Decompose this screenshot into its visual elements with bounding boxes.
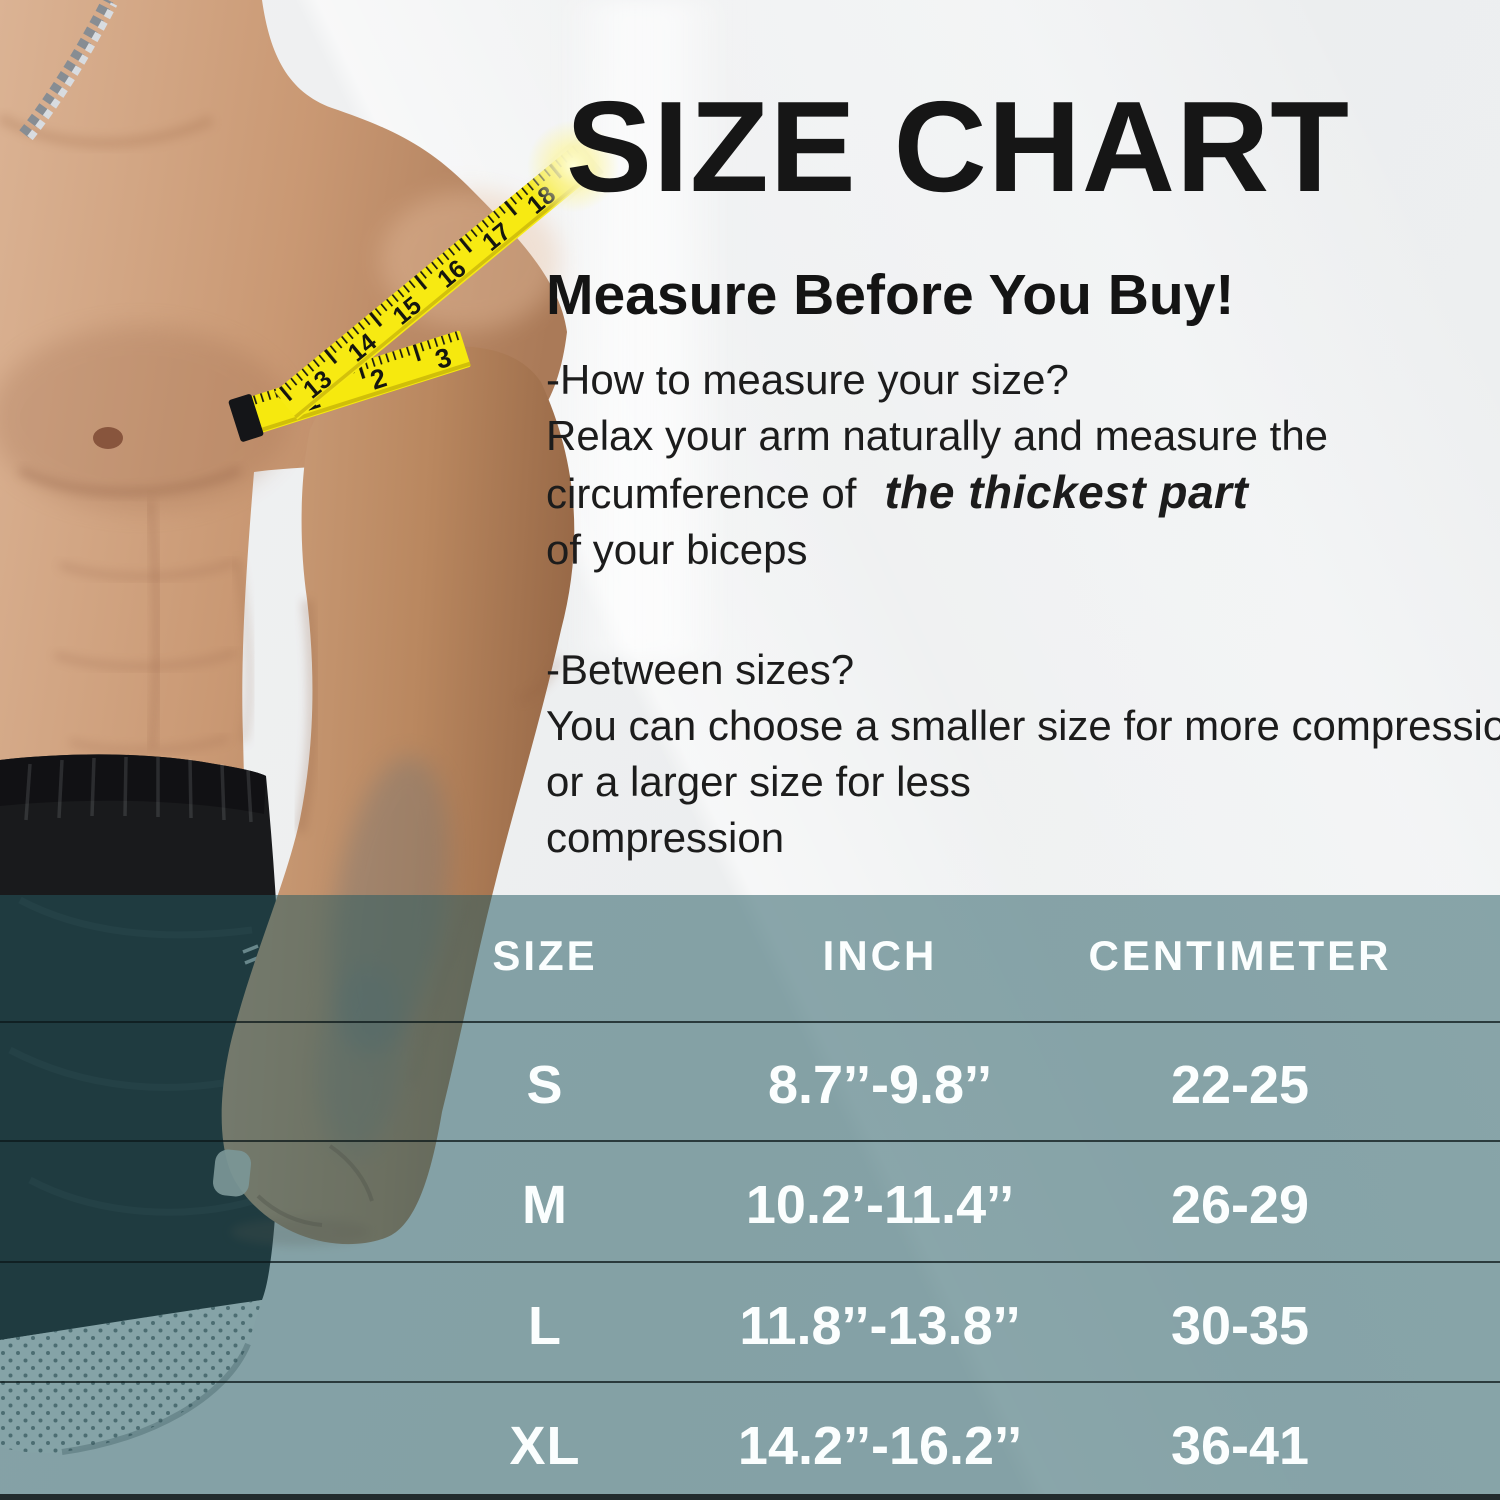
column-header-size: SIZE: [492, 932, 598, 979]
table-divider: [0, 1261, 1500, 1263]
between-line3: compression: [546, 814, 785, 861]
inch-value: 8.7’’-9.8’’: [767, 1055, 993, 1115]
how-line2-prefix: circumference of: [546, 470, 857, 517]
tape-end-clip: [228, 394, 264, 442]
model-torso: [0, 0, 567, 905]
background-light-streak: [556, 0, 731, 660]
size-label: M: [522, 1175, 568, 1235]
how-question: -How to measure your size?: [546, 356, 1069, 403]
inch-value: 14.2’’-16.2’’: [737, 1416, 1023, 1476]
table-row-m: M 10.2’-11.4’’ 26-29: [0, 1148, 1500, 1262]
how-to-measure-paragraph: -How to measure your size? Relax your ar…: [546, 352, 1500, 578]
table-row-l: L 11.8’’-13.8’’ 30-35: [0, 1270, 1500, 1382]
table-divider: [0, 1021, 1500, 1023]
how-line1: Relax your arm naturally and measure the: [546, 412, 1329, 459]
how-line3: of your biceps: [546, 526, 808, 573]
table-divider: [0, 1381, 1500, 1383]
between-line1: You can choose a smaller size for more c…: [546, 702, 1500, 749]
page-title: SIZE CHART: [566, 75, 1350, 219]
between-line2: or a larger size for less: [546, 758, 971, 805]
column-header-centimeter: CENTIMETER: [1088, 932, 1392, 979]
size-label: S: [526, 1055, 564, 1115]
inch-value: 11.8’’-13.8’’: [739, 1296, 1021, 1356]
how-line2: circumference of the thickest part: [546, 464, 1500, 522]
subtitle: Measure Before You Buy!: [546, 263, 1235, 327]
table-row-xl: XL 14.2’’-16.2’’ 36-41: [0, 1394, 1500, 1498]
table-divider: [0, 1140, 1500, 1142]
cm-value: 26-29: [1170, 1175, 1310, 1235]
necklace-chain: [19, 0, 118, 141]
between-question: -Between sizes?: [546, 646, 855, 693]
cm-value: 22-25: [1170, 1055, 1310, 1115]
bottom-edge-line: [0, 1494, 1500, 1500]
size-label: L: [528, 1296, 562, 1356]
measuring-tape-diagonal: 13 14 15 16 17 18: [274, 120, 620, 420]
column-header-inch: INCH: [822, 932, 938, 979]
table-band-overlay: [0, 895, 1500, 1500]
cm-value: 30-35: [1170, 1296, 1310, 1356]
waistband-pleats: [24, 756, 253, 823]
between-sizes-paragraph: -Between sizes? You can choose a smaller…: [546, 642, 1500, 866]
cm-value: 36-41: [1170, 1416, 1310, 1476]
thickest-part-emphasis: the thickest part: [884, 466, 1249, 518]
table-row-s: S 8.7’’-9.8’’ 22-25: [0, 1030, 1500, 1140]
inch-value: 10.2’-11.4’’: [745, 1175, 1015, 1235]
table-header-row: SIZE INCH CENTIMETER: [0, 910, 1500, 1002]
size-label: XL: [509, 1416, 581, 1476]
nipple: [93, 427, 123, 449]
